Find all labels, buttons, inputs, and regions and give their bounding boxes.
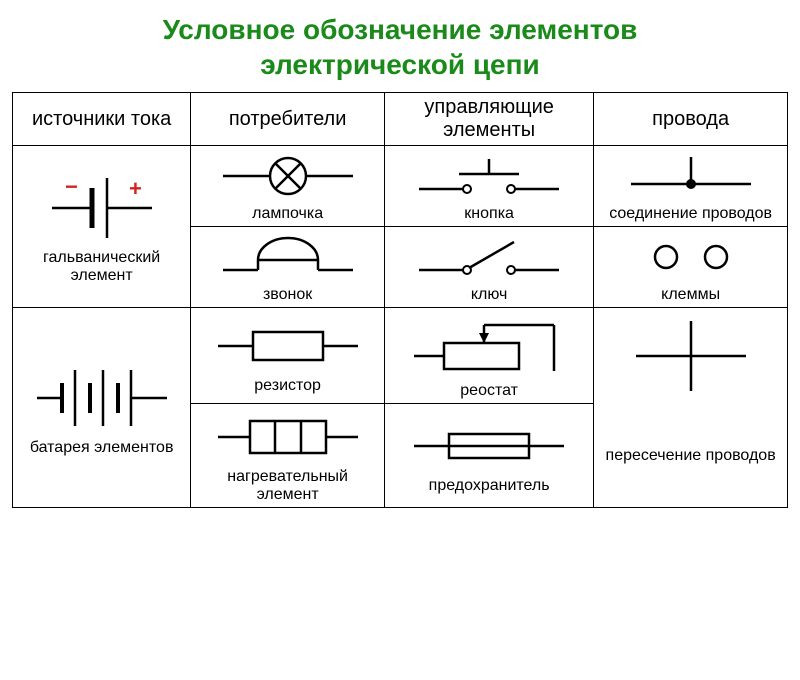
lamp-label: лампочка [195, 205, 380, 223]
switch-icon [409, 230, 569, 285]
junction-icon [616, 149, 766, 204]
lamp-icon [213, 149, 363, 204]
svg-text:−: − [65, 174, 78, 199]
bell-label: звонок [195, 286, 380, 304]
cell-resistor: резистор [191, 308, 385, 404]
svg-text:+: + [129, 176, 142, 201]
symbols-table: источники тока потребители управляющие э… [12, 92, 788, 508]
heater-icon [208, 407, 368, 467]
cell-galvanic: − + гальванический элемент [13, 146, 191, 308]
cell-lamp: лампочка [191, 146, 385, 227]
table-row: − + гальванический элемент лампочка [13, 146, 788, 227]
header-row: источники тока потребители управляющие э… [13, 93, 788, 146]
page-title: Условное обозначение элементов электриче… [12, 12, 788, 82]
cell-crossing-bottom: пересечение проводов [594, 404, 788, 508]
cell-fuse: предохранитель [385, 404, 594, 508]
col-header-sources: источники тока [13, 93, 191, 146]
cell-rheostat: реостат [385, 308, 594, 404]
heater-label: нагревательный элемент [195, 468, 380, 504]
cell-junction: соединение проводов [594, 146, 788, 227]
cell-terminals: клеммы [594, 227, 788, 308]
switch-label: ключ [389, 286, 589, 304]
terminals-icon [616, 230, 766, 285]
title-line-1: Условное обозначение элементов [163, 14, 638, 45]
cell-crossing-top [594, 308, 788, 404]
resistor-icon [208, 316, 368, 376]
rheostat-icon [404, 311, 574, 381]
cell-switch: ключ [385, 227, 594, 308]
galvanic-cell-icon: − + [37, 168, 167, 248]
title-line-2: электрической цепи [260, 49, 539, 80]
button-label: кнопка [389, 205, 589, 223]
fuse-label: предохранитель [389, 477, 589, 495]
battery-icon [27, 358, 177, 438]
col-header-controls: управляющие элементы [385, 93, 594, 146]
rheostat-label: реостат [389, 382, 589, 400]
resistor-label: резистор [195, 377, 380, 395]
cell-battery: батарея элементов [13, 308, 191, 508]
crossing-label: пересечение проводов [598, 447, 783, 465]
col-header-consumers: потребители [191, 93, 385, 146]
cell-button: кнопка [385, 146, 594, 227]
junction-label: соединение проводов [598, 205, 783, 223]
table-row: батарея элементов резистор реостат [13, 308, 788, 404]
crossing-icon [616, 316, 766, 396]
terminals-label: клеммы [598, 286, 783, 304]
galvanic-label: гальванический элемент [17, 249, 186, 285]
cell-heater: нагревательный элемент [191, 404, 385, 508]
bell-icon [213, 230, 363, 285]
button-icon [409, 149, 569, 204]
battery-label: батарея элементов [17, 439, 186, 457]
col-header-wires: провода [594, 93, 788, 146]
fuse-icon [404, 416, 574, 476]
cell-bell: звонок [191, 227, 385, 308]
